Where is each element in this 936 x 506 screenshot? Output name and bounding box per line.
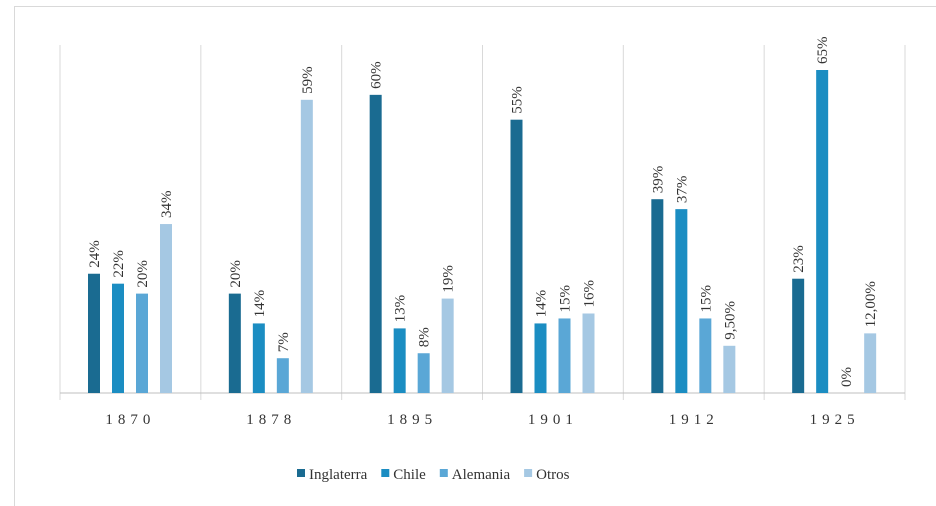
bar (864, 333, 877, 393)
value-label: 12,00% (863, 281, 879, 327)
chart-border (14, 6, 936, 506)
bar (300, 99, 313, 394)
x-tick-label: 1895 (387, 412, 437, 428)
value-label: 37% (674, 176, 690, 204)
value-label: 20% (228, 260, 244, 287)
x-tick-label: 1870 (105, 412, 155, 428)
value-label: 8% (417, 327, 433, 347)
bar (816, 70, 829, 393)
bar (136, 293, 148, 393)
value-label: 14% (534, 290, 550, 318)
value-label: 15% (558, 285, 574, 313)
bar (699, 318, 712, 393)
legend-label: Chile (393, 467, 426, 483)
x-tick-label: 1925 (810, 412, 860, 428)
bar (675, 209, 688, 393)
value-label: 16% (582, 280, 598, 308)
legend-label: Inglaterra (309, 467, 368, 483)
bar (369, 94, 382, 393)
bar (160, 224, 172, 393)
legend-label: Otros (536, 467, 569, 483)
bar (723, 345, 736, 393)
value-label: 9,50% (722, 301, 738, 340)
bar (792, 278, 805, 393)
value-label: 24% (87, 240, 103, 268)
value-label: 19% (441, 265, 457, 293)
x-tick-label: 1901 (528, 412, 578, 428)
legend-swatch (524, 469, 533, 477)
legend-swatch (297, 469, 305, 477)
value-label: 34% (159, 191, 175, 219)
bar (510, 119, 523, 393)
legend-label: Alemania (452, 467, 511, 483)
value-label: 13% (393, 295, 409, 323)
value-label: 39% (650, 166, 666, 194)
bar (441, 298, 454, 393)
value-label: 23% (791, 245, 807, 273)
value-label: 7% (276, 332, 292, 352)
bar (534, 323, 547, 393)
value-label: 65% (815, 37, 831, 65)
value-label: 14% (252, 290, 268, 318)
bar (112, 283, 124, 393)
value-label: 60% (369, 61, 385, 89)
bar (228, 293, 241, 393)
x-tick-label: 1878 (246, 412, 296, 428)
bar (276, 358, 289, 393)
value-label: 22% (111, 250, 127, 278)
bar (88, 273, 100, 393)
bar (417, 353, 430, 393)
bar (252, 323, 265, 393)
bar (393, 328, 406, 393)
bar (582, 313, 595, 393)
x-tick-label: 1912 (669, 412, 719, 428)
legend-swatch (439, 469, 448, 477)
legend-swatch (381, 469, 390, 477)
value-label: 0% (839, 367, 855, 387)
bar (558, 318, 571, 393)
value-label: 59% (300, 66, 316, 94)
bar (651, 199, 664, 393)
value-label: 20% (135, 260, 151, 288)
value-label: 55% (510, 86, 526, 114)
value-label: 15% (698, 285, 714, 313)
